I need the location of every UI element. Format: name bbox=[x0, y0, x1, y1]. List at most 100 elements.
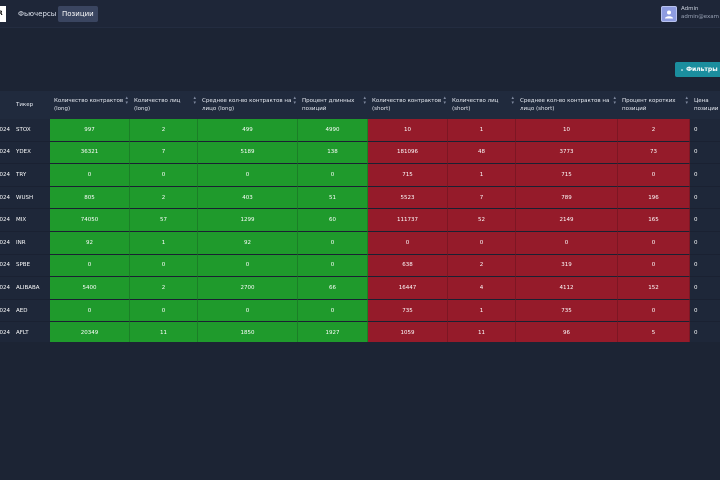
cell-percent-short: 0 bbox=[618, 299, 690, 323]
cell-contracts-short: 715 bbox=[368, 164, 448, 187]
cell-persons-short: 0 bbox=[448, 231, 516, 255]
cell-date: 2024 bbox=[0, 299, 12, 323]
cell-contracts-long: 0 bbox=[50, 254, 130, 278]
cell-ticker: AFLT bbox=[12, 322, 50, 342]
table-row[interactable]: 2024STOX997249949901011020 bbox=[0, 119, 720, 142]
cell-persons-long: 0 bbox=[130, 299, 198, 323]
sort-icon[interactable]: ▴ ▾ bbox=[293, 95, 296, 106]
cell-contracts-short: 0 bbox=[368, 231, 448, 255]
cell-persons-long: 2 bbox=[130, 277, 198, 300]
cell-percent-long: 1927 bbox=[298, 322, 368, 342]
column-header-persons-short[interactable]: Количество лиц (short) ▴ ▾ bbox=[448, 91, 516, 119]
cell-date: 2024 bbox=[0, 119, 12, 142]
cell-ticker: SPBE bbox=[12, 254, 50, 278]
table-row[interactable]: 2024ALIBABA5400227006616447441121520 bbox=[0, 277, 720, 300]
cell-percent-short: 165 bbox=[618, 209, 690, 232]
cell-position-price: 0 bbox=[690, 299, 720, 323]
cell-position-price: 0 bbox=[690, 164, 720, 187]
cell-percent-long: 60 bbox=[298, 209, 368, 232]
nav-futures-link[interactable]: Фьючерсы bbox=[18, 10, 57, 18]
table-row[interactable]: 2024MIX74050571299601117375221491650 bbox=[0, 209, 720, 232]
cell-ticker: INR bbox=[12, 231, 50, 255]
column-header-avg-contracts-long[interactable]: Среднее кол-во контрактов на лицо (long)… bbox=[198, 91, 298, 119]
cell-percent-long: 4990 bbox=[298, 119, 368, 142]
table-row[interactable]: 2024WUSH805240351552377891960 bbox=[0, 186, 720, 210]
column-header-label: Количество контрактов (long) bbox=[54, 98, 124, 112]
sort-icon[interactable]: ▴ ▾ bbox=[125, 95, 128, 106]
cell-contracts-short: 111737 bbox=[368, 209, 448, 232]
cell-contracts-short: 1059 bbox=[368, 322, 448, 342]
cell-avg-contracts-long: 0 bbox=[198, 254, 298, 278]
cell-contracts-short: 638 bbox=[368, 254, 448, 278]
cell-percent-short: 5 bbox=[618, 322, 690, 342]
column-header-percent-long[interactable]: Процент длинных позиций ▴ ▾ bbox=[298, 91, 368, 119]
cell-contracts-long: 5400 bbox=[50, 277, 130, 300]
column-header-date[interactable]: а bbox=[0, 91, 12, 119]
cell-contracts-long: 805 bbox=[50, 186, 130, 210]
cell-contracts-short: 181096 bbox=[368, 141, 448, 165]
cell-ticker: YDEX bbox=[12, 141, 50, 165]
cell-avg-contracts-long: 0 bbox=[198, 299, 298, 323]
column-header-ticker[interactable]: Тикер bbox=[12, 91, 50, 119]
sort-icon[interactable]: ▴ ▾ bbox=[363, 95, 366, 106]
sort-icon[interactable]: ▴ ▾ bbox=[511, 95, 514, 106]
cell-contracts-long: 0 bbox=[50, 299, 130, 323]
table-row[interactable]: 2024SPBE0000638231900 bbox=[0, 254, 720, 278]
sort-icon[interactable]: ▴ ▾ bbox=[685, 95, 688, 106]
cell-contracts-long: 74050 bbox=[50, 209, 130, 232]
cell-persons-short: 2 bbox=[448, 254, 516, 278]
cell-avg-contracts-short: 3773 bbox=[516, 141, 618, 165]
cell-position-price: 0 bbox=[690, 231, 720, 255]
cell-persons-short: 4 bbox=[448, 277, 516, 300]
cell-percent-short: 0 bbox=[618, 164, 690, 187]
column-header-label: Среднее кол-во контрактов на лицо (long) bbox=[202, 98, 292, 112]
cell-contracts-long: 20349 bbox=[50, 322, 130, 342]
cell-avg-contracts-short: 319 bbox=[516, 254, 618, 278]
cell-persons-long: 0 bbox=[130, 164, 198, 187]
table-row[interactable]: 2024TRY0000715171500 bbox=[0, 164, 720, 187]
cell-avg-contracts-long: 499 bbox=[198, 119, 298, 142]
column-header-position-price[interactable]: Цена позиции bbox=[690, 91, 720, 119]
user-name: Admin bbox=[681, 6, 699, 12]
cell-contracts-short: 735 bbox=[368, 299, 448, 323]
cell-ticker: TRY bbox=[12, 164, 50, 187]
positions-table-container[interactable]: аТикерКоличество контрактов (long)▴▾Коли… bbox=[0, 91, 720, 342]
cell-avg-contracts-short: 4112 bbox=[516, 277, 618, 300]
cell-persons-long: 11 bbox=[130, 322, 198, 342]
cell-position-price: 0 bbox=[690, 209, 720, 232]
cell-ticker: MIX bbox=[12, 209, 50, 232]
cell-avg-contracts-long: 403 bbox=[198, 186, 298, 210]
cell-avg-contracts-short: 789 bbox=[516, 186, 618, 210]
cell-avg-contracts-long: 1299 bbox=[198, 209, 298, 232]
cell-avg-contracts-short: 96 bbox=[516, 322, 618, 342]
column-header-avg-contracts-short[interactable]: Среднее кол-во контрактов на лицо (short… bbox=[516, 91, 618, 119]
column-header-contracts-short[interactable]: Количество контрактов (short) ▴ ▾ bbox=[368, 91, 448, 119]
column-header-persons-long[interactable]: Количество лиц (long) ▴ ▾ bbox=[130, 91, 198, 119]
column-header-percent-short[interactable]: Процент коротких позиций ▴ ▾ bbox=[618, 91, 690, 119]
cell-avg-contracts-short: 2149 bbox=[516, 209, 618, 232]
filters-button[interactable]: Фильтры bbox=[675, 62, 720, 77]
sort-icon[interactable]: ▴ ▾ bbox=[443, 95, 446, 106]
user-avatar[interactable] bbox=[661, 6, 677, 22]
cell-date: 2024 bbox=[0, 254, 12, 278]
cell-contracts-long: 36321 bbox=[50, 141, 130, 165]
cell-position-price: 0 bbox=[690, 119, 720, 142]
nav-positions-link[interactable]: Позиции bbox=[58, 6, 98, 22]
cell-date: 2024 bbox=[0, 322, 12, 342]
cell-percent-long: 66 bbox=[298, 277, 368, 300]
table-row[interactable]: 2024INR92192000000 bbox=[0, 231, 720, 255]
cell-persons-short: 11 bbox=[448, 322, 516, 342]
cell-percent-long: 0 bbox=[298, 164, 368, 187]
cell-percent-long: 0 bbox=[298, 231, 368, 255]
table-row[interactable]: 2024YDEX3632175189138181096483773730 bbox=[0, 141, 720, 165]
app-logo[interactable]: R bbox=[0, 6, 6, 22]
sort-icon[interactable]: ▴ ▾ bbox=[193, 95, 196, 106]
cell-contracts-short: 16447 bbox=[368, 277, 448, 300]
column-header-contracts-long[interactable]: Количество контрактов (long) ▴ ▾ bbox=[50, 91, 130, 119]
cell-percent-long: 51 bbox=[298, 186, 368, 210]
sort-icon[interactable]: ▴ ▾ bbox=[613, 95, 616, 106]
table-row[interactable]: 2024AED0000735173500 bbox=[0, 299, 720, 323]
table-header-row: аТикерКоличество контрактов (long)▴▾Коли… bbox=[0, 91, 720, 119]
table-row[interactable]: 2024AFLT2034911185019271059119650 bbox=[0, 322, 720, 342]
cell-avg-contracts-long: 2700 bbox=[198, 277, 298, 300]
